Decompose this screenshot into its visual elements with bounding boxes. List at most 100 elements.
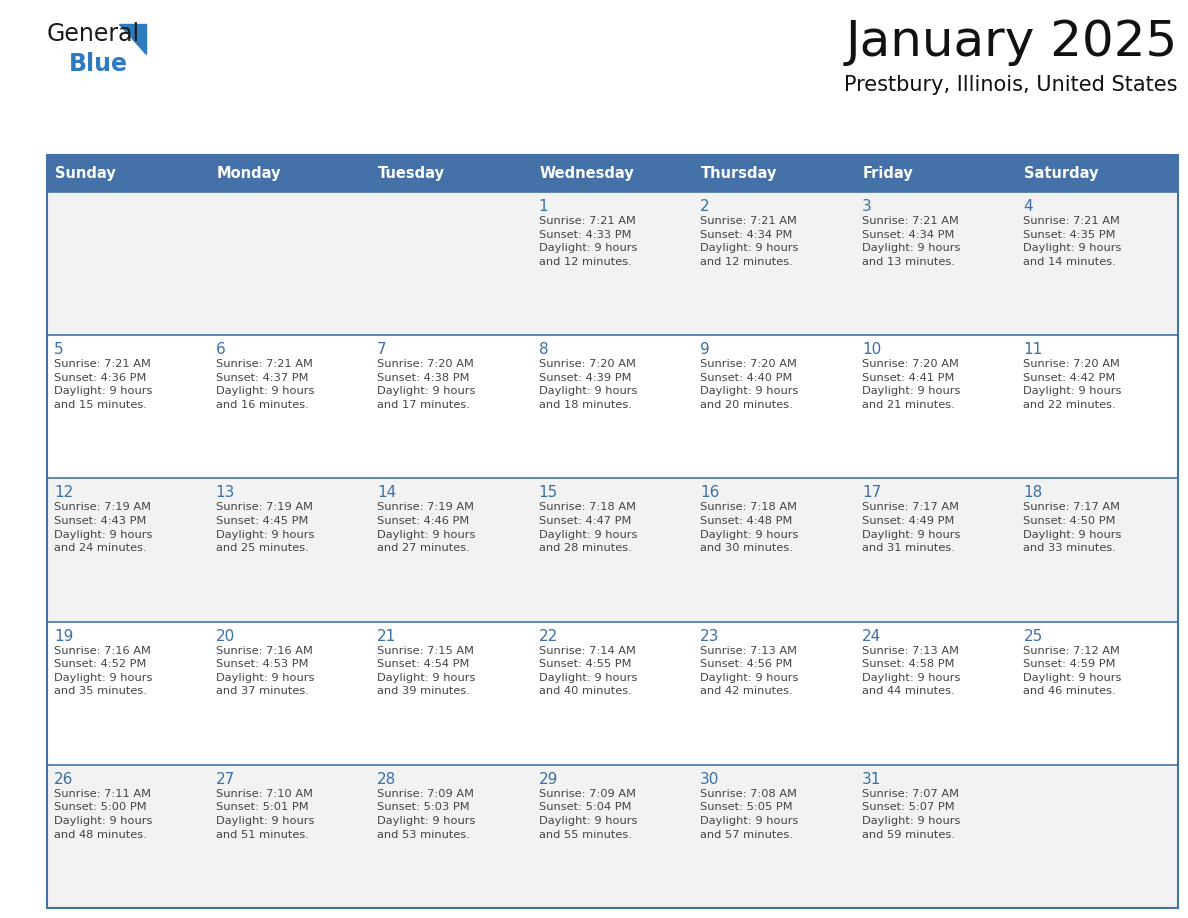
Text: Sunrise: 7:11 AM
Sunset: 5:00 PM
Daylight: 9 hours
and 48 minutes.: Sunrise: 7:11 AM Sunset: 5:00 PM Dayligh… xyxy=(53,789,152,840)
Text: Sunrise: 7:09 AM
Sunset: 5:03 PM
Daylight: 9 hours
and 53 minutes.: Sunrise: 7:09 AM Sunset: 5:03 PM Dayligh… xyxy=(377,789,475,840)
Text: Sunrise: 7:17 AM
Sunset: 4:49 PM
Daylight: 9 hours
and 31 minutes.: Sunrise: 7:17 AM Sunset: 4:49 PM Dayligh… xyxy=(861,502,960,554)
Text: Sunrise: 7:19 AM
Sunset: 4:43 PM
Daylight: 9 hours
and 24 minutes.: Sunrise: 7:19 AM Sunset: 4:43 PM Dayligh… xyxy=(53,502,152,554)
Text: Friday: Friday xyxy=(862,166,914,181)
Text: Sunrise: 7:21 AM
Sunset: 4:37 PM
Daylight: 9 hours
and 16 minutes.: Sunrise: 7:21 AM Sunset: 4:37 PM Dayligh… xyxy=(215,359,314,410)
Bar xyxy=(855,335,1017,478)
Text: Sunrise: 7:20 AM
Sunset: 4:42 PM
Daylight: 9 hours
and 22 minutes.: Sunrise: 7:20 AM Sunset: 4:42 PM Dayligh… xyxy=(1023,359,1121,410)
Text: Sunrise: 7:20 AM
Sunset: 4:39 PM
Daylight: 9 hours
and 18 minutes.: Sunrise: 7:20 AM Sunset: 4:39 PM Dayligh… xyxy=(538,359,637,410)
Text: Sunrise: 7:16 AM
Sunset: 4:52 PM
Daylight: 9 hours
and 35 minutes.: Sunrise: 7:16 AM Sunset: 4:52 PM Dayligh… xyxy=(53,645,152,697)
Text: 31: 31 xyxy=(861,772,881,787)
Bar xyxy=(532,335,694,478)
Text: Sunrise: 7:13 AM
Sunset: 4:58 PM
Daylight: 9 hours
and 44 minutes.: Sunrise: 7:13 AM Sunset: 4:58 PM Dayligh… xyxy=(861,645,960,697)
Bar xyxy=(532,155,694,192)
Bar xyxy=(48,335,209,478)
Text: Sunrise: 7:21 AM
Sunset: 4:34 PM
Daylight: 9 hours
and 12 minutes.: Sunrise: 7:21 AM Sunset: 4:34 PM Dayligh… xyxy=(700,216,798,267)
Text: 29: 29 xyxy=(538,772,558,787)
Text: Sunrise: 7:07 AM
Sunset: 5:07 PM
Daylight: 9 hours
and 59 minutes.: Sunrise: 7:07 AM Sunset: 5:07 PM Dayligh… xyxy=(861,789,960,840)
Bar xyxy=(1017,335,1178,478)
Bar xyxy=(371,335,532,478)
Text: 9: 9 xyxy=(700,342,710,357)
Bar xyxy=(371,155,532,192)
Text: 23: 23 xyxy=(700,629,720,644)
Bar xyxy=(532,478,694,621)
Bar xyxy=(1017,765,1178,908)
Text: Sunday: Sunday xyxy=(55,166,115,181)
Bar xyxy=(48,155,209,192)
Text: Sunrise: 7:16 AM
Sunset: 4:53 PM
Daylight: 9 hours
and 37 minutes.: Sunrise: 7:16 AM Sunset: 4:53 PM Dayligh… xyxy=(215,645,314,697)
Bar xyxy=(694,192,855,335)
Text: 26: 26 xyxy=(53,772,74,787)
Text: Sunrise: 7:09 AM
Sunset: 5:04 PM
Daylight: 9 hours
and 55 minutes.: Sunrise: 7:09 AM Sunset: 5:04 PM Dayligh… xyxy=(538,789,637,840)
Bar xyxy=(694,155,855,192)
Text: Sunrise: 7:18 AM
Sunset: 4:47 PM
Daylight: 9 hours
and 28 minutes.: Sunrise: 7:18 AM Sunset: 4:47 PM Dayligh… xyxy=(538,502,637,554)
Text: 5: 5 xyxy=(53,342,64,357)
Bar xyxy=(694,478,855,621)
Bar xyxy=(48,478,209,621)
Text: Saturday: Saturday xyxy=(1024,166,1099,181)
Text: 25: 25 xyxy=(1023,629,1043,644)
Bar xyxy=(1017,155,1178,192)
Text: 10: 10 xyxy=(861,342,881,357)
Bar xyxy=(1017,621,1178,765)
Text: 27: 27 xyxy=(215,772,235,787)
Bar xyxy=(371,478,532,621)
Text: 17: 17 xyxy=(861,486,881,500)
Text: 7: 7 xyxy=(377,342,387,357)
Text: 14: 14 xyxy=(377,486,397,500)
Bar xyxy=(371,621,532,765)
Text: 15: 15 xyxy=(538,486,558,500)
Text: 3: 3 xyxy=(861,199,872,214)
Bar xyxy=(532,765,694,908)
Text: 21: 21 xyxy=(377,629,397,644)
Text: Monday: Monday xyxy=(216,166,282,181)
Text: 16: 16 xyxy=(700,486,720,500)
Text: 22: 22 xyxy=(538,629,558,644)
Text: 6: 6 xyxy=(215,342,226,357)
Text: 13: 13 xyxy=(215,486,235,500)
Text: Sunrise: 7:12 AM
Sunset: 4:59 PM
Daylight: 9 hours
and 46 minutes.: Sunrise: 7:12 AM Sunset: 4:59 PM Dayligh… xyxy=(1023,645,1121,697)
Text: 12: 12 xyxy=(53,486,74,500)
Text: Sunrise: 7:08 AM
Sunset: 5:05 PM
Daylight: 9 hours
and 57 minutes.: Sunrise: 7:08 AM Sunset: 5:05 PM Dayligh… xyxy=(700,789,798,840)
Text: 4: 4 xyxy=(1023,199,1034,214)
Bar xyxy=(48,155,1178,908)
Text: Sunrise: 7:21 AM
Sunset: 4:35 PM
Daylight: 9 hours
and 14 minutes.: Sunrise: 7:21 AM Sunset: 4:35 PM Dayligh… xyxy=(1023,216,1121,267)
Text: Sunrise: 7:21 AM
Sunset: 4:33 PM
Daylight: 9 hours
and 12 minutes.: Sunrise: 7:21 AM Sunset: 4:33 PM Dayligh… xyxy=(538,216,637,267)
Text: General: General xyxy=(48,22,140,46)
Text: Sunrise: 7:20 AM
Sunset: 4:40 PM
Daylight: 9 hours
and 20 minutes.: Sunrise: 7:20 AM Sunset: 4:40 PM Dayligh… xyxy=(700,359,798,410)
Bar xyxy=(694,621,855,765)
Text: Wednesday: Wednesday xyxy=(539,166,634,181)
Bar xyxy=(694,335,855,478)
Bar xyxy=(209,621,371,765)
Text: 20: 20 xyxy=(215,629,235,644)
Polygon shape xyxy=(119,24,146,54)
Text: Sunrise: 7:21 AM
Sunset: 4:36 PM
Daylight: 9 hours
and 15 minutes.: Sunrise: 7:21 AM Sunset: 4:36 PM Dayligh… xyxy=(53,359,152,410)
Text: Sunrise: 7:13 AM
Sunset: 4:56 PM
Daylight: 9 hours
and 42 minutes.: Sunrise: 7:13 AM Sunset: 4:56 PM Dayligh… xyxy=(700,645,798,697)
Text: Sunrise: 7:15 AM
Sunset: 4:54 PM
Daylight: 9 hours
and 39 minutes.: Sunrise: 7:15 AM Sunset: 4:54 PM Dayligh… xyxy=(377,645,475,697)
Text: Sunrise: 7:17 AM
Sunset: 4:50 PM
Daylight: 9 hours
and 33 minutes.: Sunrise: 7:17 AM Sunset: 4:50 PM Dayligh… xyxy=(1023,502,1121,554)
Bar xyxy=(371,192,532,335)
Bar xyxy=(371,765,532,908)
Text: Tuesday: Tuesday xyxy=(378,166,446,181)
Text: Thursday: Thursday xyxy=(701,166,778,181)
Bar xyxy=(48,192,209,335)
Text: 19: 19 xyxy=(53,629,74,644)
Text: Sunrise: 7:19 AM
Sunset: 4:45 PM
Daylight: 9 hours
and 25 minutes.: Sunrise: 7:19 AM Sunset: 4:45 PM Dayligh… xyxy=(215,502,314,554)
Text: Sunrise: 7:19 AM
Sunset: 4:46 PM
Daylight: 9 hours
and 27 minutes.: Sunrise: 7:19 AM Sunset: 4:46 PM Dayligh… xyxy=(377,502,475,554)
Bar xyxy=(532,192,694,335)
Text: 18: 18 xyxy=(1023,486,1043,500)
Bar xyxy=(209,192,371,335)
Bar xyxy=(48,765,209,908)
Text: Sunrise: 7:18 AM
Sunset: 4:48 PM
Daylight: 9 hours
and 30 minutes.: Sunrise: 7:18 AM Sunset: 4:48 PM Dayligh… xyxy=(700,502,798,554)
Text: 30: 30 xyxy=(700,772,720,787)
Bar xyxy=(855,192,1017,335)
Bar xyxy=(209,765,371,908)
Text: Sunrise: 7:14 AM
Sunset: 4:55 PM
Daylight: 9 hours
and 40 minutes.: Sunrise: 7:14 AM Sunset: 4:55 PM Dayligh… xyxy=(538,645,637,697)
Bar xyxy=(209,478,371,621)
Text: Sunrise: 7:10 AM
Sunset: 5:01 PM
Daylight: 9 hours
and 51 minutes.: Sunrise: 7:10 AM Sunset: 5:01 PM Dayligh… xyxy=(215,789,314,840)
Text: 1: 1 xyxy=(538,199,549,214)
Text: 2: 2 xyxy=(700,199,710,214)
Text: 11: 11 xyxy=(1023,342,1043,357)
Bar xyxy=(855,155,1017,192)
Bar xyxy=(1017,478,1178,621)
Text: 8: 8 xyxy=(538,342,549,357)
